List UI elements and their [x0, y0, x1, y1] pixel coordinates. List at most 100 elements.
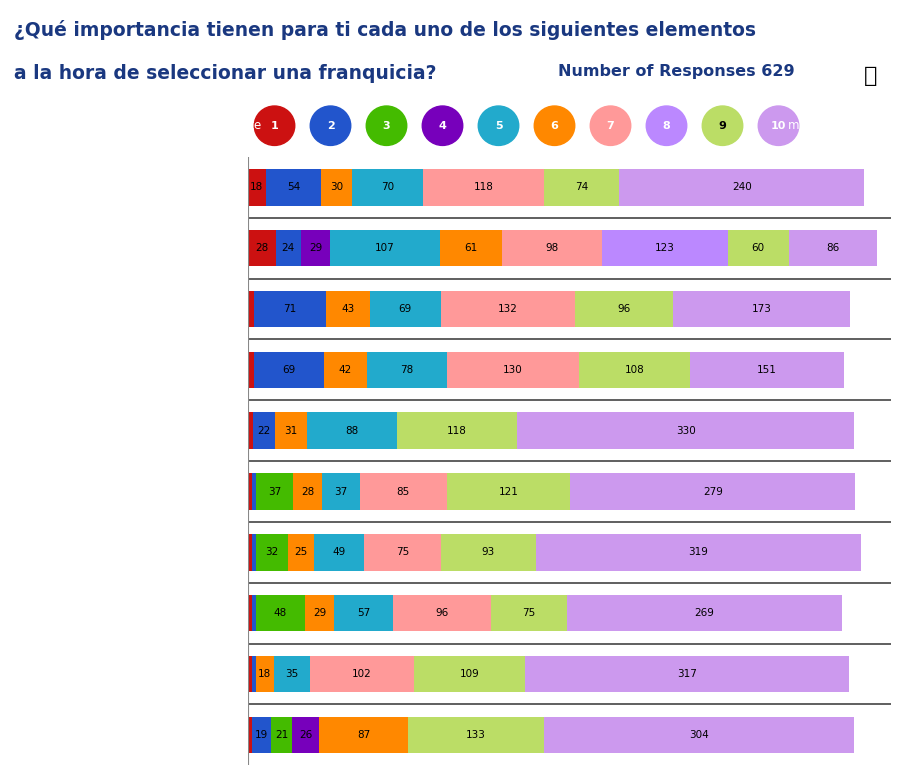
Bar: [367, 352, 446, 388]
Text: Exclusividad territorial: Exclusividad territorial: [99, 485, 232, 498]
Text: Apoyo en las
Acciones de Marketing: Apoyo en las Acciones de Marketing: [99, 720, 232, 749]
Bar: [305, 595, 334, 632]
Bar: [392, 595, 490, 632]
Bar: [544, 169, 619, 206]
Text: 3: 3: [382, 121, 391, 131]
Bar: [491, 595, 567, 632]
Bar: [334, 595, 392, 632]
Text: 269: 269: [695, 608, 715, 618]
Ellipse shape: [646, 106, 687, 145]
Text: 19: 19: [255, 730, 268, 740]
Bar: [602, 230, 727, 267]
Text: 25: 25: [294, 547, 308, 557]
Bar: [518, 413, 854, 449]
Text: 5: 5: [495, 121, 502, 131]
Text: 32: 32: [266, 547, 279, 557]
Text: 21: 21: [275, 730, 288, 740]
Bar: [397, 413, 517, 449]
Bar: [256, 595, 305, 632]
Bar: [370, 291, 440, 327]
Bar: [248, 230, 276, 267]
Text: Formación y Apoyo
al franquiciado: Formación y Apoyo al franquiciado: [121, 416, 232, 445]
Text: 57: 57: [356, 608, 370, 618]
Bar: [276, 230, 301, 267]
Text: 279: 279: [703, 486, 723, 496]
Text: 109: 109: [460, 669, 480, 679]
Text: 70: 70: [381, 182, 394, 192]
Text: Inversión Inicial: Inversión Inicial: [140, 546, 232, 559]
Ellipse shape: [535, 106, 575, 145]
Text: 8: 8: [662, 121, 670, 131]
Bar: [256, 473, 293, 509]
Text: 87: 87: [356, 730, 370, 740]
Bar: [301, 230, 330, 267]
Text: 18: 18: [250, 182, 264, 192]
Bar: [319, 717, 408, 753]
Bar: [248, 169, 266, 206]
Bar: [248, 413, 253, 449]
Text: 133: 133: [466, 730, 486, 740]
Text: 6: 6: [551, 121, 558, 131]
Bar: [567, 595, 842, 632]
Bar: [441, 291, 575, 327]
Bar: [446, 473, 571, 509]
Text: 96: 96: [435, 608, 448, 618]
Text: 24: 24: [282, 243, 295, 254]
Text: a la hora de seleccionar una franquicia?: a la hora de seleccionar una franquicia?: [14, 64, 436, 83]
Ellipse shape: [310, 106, 351, 145]
Text: 317: 317: [678, 669, 698, 679]
Text: 29: 29: [313, 608, 326, 618]
Text: 118: 118: [473, 182, 493, 192]
Text: 🚶: 🚶: [864, 66, 878, 86]
Bar: [526, 656, 849, 693]
Text: 22: 22: [257, 426, 271, 436]
Text: menos importante: menos importante: [152, 119, 261, 132]
Text: 31: 31: [284, 426, 298, 436]
Text: 10: 10: [770, 121, 787, 131]
Bar: [324, 352, 367, 388]
Text: 7: 7: [607, 121, 615, 131]
Bar: [252, 534, 256, 570]
Bar: [536, 534, 861, 570]
Bar: [364, 534, 441, 570]
Text: 18: 18: [258, 669, 272, 679]
Text: 28: 28: [302, 486, 314, 496]
Bar: [256, 534, 288, 570]
Text: Duración del contrato: Duración del contrato: [104, 607, 232, 620]
Ellipse shape: [478, 106, 518, 145]
Text: 69: 69: [283, 365, 295, 375]
Text: 98: 98: [545, 243, 559, 254]
Text: Años de funciona-
miento de la empresa: Años de funciona- miento de la empresa: [103, 295, 232, 324]
Bar: [408, 717, 544, 753]
Text: 102: 102: [352, 669, 372, 679]
Text: 121: 121: [499, 486, 518, 496]
Text: Tamaño de la
franquicia, por número
de establecimientos: Tamaño de la franquicia, por número de e…: [97, 226, 232, 271]
Text: 132: 132: [498, 304, 518, 314]
Bar: [673, 291, 850, 327]
Ellipse shape: [422, 106, 463, 145]
Ellipse shape: [702, 106, 742, 145]
Text: 1: 1: [271, 121, 278, 131]
Text: 319: 319: [688, 547, 708, 557]
Bar: [252, 656, 256, 693]
Text: 49: 49: [332, 547, 346, 557]
Bar: [248, 656, 252, 693]
Text: Sector al que
pertenece: Sector al que pertenece: [155, 356, 232, 384]
Bar: [352, 169, 423, 206]
Text: 9: 9: [718, 121, 726, 131]
Ellipse shape: [758, 106, 799, 145]
Bar: [544, 717, 854, 753]
Bar: [446, 352, 580, 388]
Text: 30: 30: [329, 182, 343, 192]
Bar: [256, 656, 274, 693]
Text: ¿Qué importancia tienen para ti cada uno de los siguientes elementos: ¿Qué importancia tienen para ti cada uno…: [14, 20, 755, 40]
Text: Reconocimiento
de marca: Reconocimiento de marca: [139, 173, 232, 202]
Bar: [439, 230, 502, 267]
Text: 123: 123: [655, 243, 675, 254]
Text: 130: 130: [503, 365, 523, 375]
Text: 330: 330: [676, 426, 696, 436]
Bar: [293, 473, 322, 509]
Text: 37: 37: [268, 486, 281, 496]
Bar: [274, 656, 310, 693]
Text: 43: 43: [341, 304, 355, 314]
